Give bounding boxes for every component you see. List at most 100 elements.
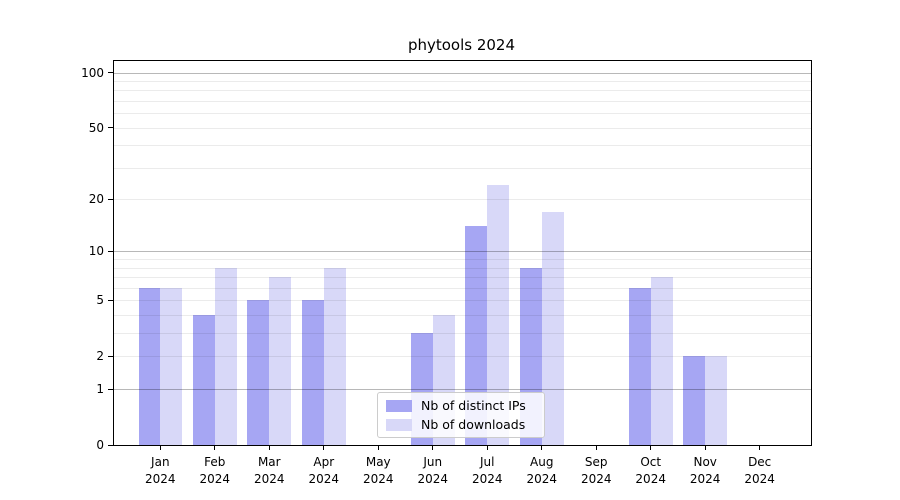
gridline-minor-3 [114, 333, 811, 335]
gridline-minor-2 [114, 356, 811, 358]
x-tick-month-feb: Feb [204, 455, 226, 469]
bar-nb-of-distinct-ips-feb [192, 315, 215, 445]
x-tick-month-may: May [365, 455, 391, 469]
gridline-minor-50 [114, 127, 811, 129]
x-tick-label-jun: Jun 2024 [401, 454, 465, 488]
bar-nb-of-downloads-jan [160, 287, 183, 445]
legend-label-downloads: Nb of downloads [421, 417, 526, 432]
bar-nb-of-downloads-aug [541, 211, 564, 445]
y-tick-label-1: 1 [96, 382, 104, 397]
gridline-minor-40 [114, 145, 811, 147]
gridline-major-100 [114, 72, 811, 74]
x-tick-month-nov: Nov [693, 455, 717, 469]
y-tick-label-5: 5 [96, 293, 104, 308]
legend-item-distinct-ips: Nb of distinct IPs [386, 398, 536, 413]
y-tick-label-0: 0 [96, 438, 104, 452]
gridline-major-10 [114, 251, 811, 253]
legend-swatch-downloads [386, 418, 412, 431]
y-tick-label-20: 20 [88, 192, 104, 207]
x-tick-month-jan: Jan [151, 455, 170, 469]
gridline-minor-80 [114, 90, 811, 92]
gridline-minor-70 [114, 101, 811, 102]
x-tick-year-dec: 2024 [744, 472, 775, 486]
gridline-minor-4 [114, 315, 811, 317]
x-tick-month-dec: Dec [748, 455, 772, 469]
legend: Nb of distinct IPs Nb of downloads [377, 392, 545, 438]
x-tick-year-jan: 2024 [145, 472, 176, 486]
x-tick-label-nov: Nov 2024 [673, 454, 737, 488]
y-tick-label-10: 10 [88, 244, 104, 259]
x-tick-aug [541, 445, 543, 450]
x-tick-mar [268, 445, 270, 450]
gridline-minor-60 [114, 113, 811, 115]
bar-nb-of-downloads-nov [705, 356, 727, 445]
y-tick-0 [108, 444, 113, 446]
y-tick-label-2: 2 [96, 349, 104, 364]
x-tick-label-jul: Jul 2024 [455, 454, 519, 488]
legend-swatch-distinct-ips [386, 399, 412, 412]
x-tick-label-aug: Aug 2024 [510, 454, 574, 488]
x-tick-year-apr: 2024 [308, 472, 340, 486]
x-tick-label-sep: Sep 2024 [564, 454, 628, 488]
bar-nb-of-downloads-apr [323, 267, 346, 445]
x-tick-may [377, 445, 379, 450]
x-tick-year-aug: 2024 [526, 472, 557, 486]
x-tick-year-oct: 2024 [635, 472, 666, 486]
x-tick-month-mar: Mar [257, 455, 281, 469]
y-tick-100 [108, 72, 113, 74]
x-tick-year-mar: 2024 [253, 472, 285, 486]
x-tick-oct [650, 445, 652, 450]
plot-area: 0 1 2 5 10 20 50 100 Jan 2024 Feb 2024 Mar 2024 Apr 202… [81, 60, 812, 486]
x-tick-label-jan: Jan 2024 [128, 454, 192, 488]
x-tick-nov [704, 445, 706, 450]
bar-nb-of-downloads-mar [269, 277, 292, 445]
x-tick-jan [159, 445, 161, 450]
gridline-minor-8 [114, 267, 811, 269]
gridline-minor-6 [114, 287, 811, 289]
x-tick-month-jul: Jul [479, 455, 495, 469]
x-tick-year-may: 2024 [362, 472, 394, 486]
gridline-minor-5 [114, 300, 811, 302]
gridline-minor-30 [114, 167, 811, 169]
y-tick-label-50: 50 [88, 120, 104, 135]
x-tick-month-apr: Apr [313, 455, 335, 469]
legend-item-downloads: Nb of downloads [386, 417, 536, 432]
x-tick-jun [432, 445, 434, 450]
gridline-minor-20 [114, 199, 811, 201]
x-tick-label-apr: Apr 2024 [292, 454, 356, 488]
bar-nb-of-distinct-ips-jul [465, 226, 488, 445]
gridline-minor-90 [114, 80, 811, 82]
x-tick-label-mar: Mar 2024 [237, 454, 301, 488]
x-tick-feb [214, 445, 216, 450]
chart-title: phytools 2024 [407, 36, 516, 54]
x-tick-month-aug: Aug [530, 455, 554, 469]
x-tick-year-feb: 2024 [199, 472, 231, 486]
x-tick-year-sep: 2024 [580, 472, 612, 486]
y-tick-label-100: 100 [81, 65, 104, 80]
x-tick-label-oct: Oct 2024 [619, 454, 683, 488]
x-tick-year-jun: 2024 [417, 472, 449, 486]
x-tick-label-feb: Feb 2024 [183, 454, 247, 488]
x-tick-month-oct: Oct [640, 455, 662, 469]
x-tick-month-sep: Sep [584, 455, 608, 469]
bar-nb-of-distinct-ips-nov [683, 356, 706, 445]
x-tick-jul [486, 445, 488, 450]
x-tick-dec [759, 445, 761, 450]
legend-label-distinct-ips: Nb of distinct IPs [421, 398, 526, 413]
y-tick-20 [108, 198, 113, 200]
bar-nb-of-downloads-feb [214, 267, 237, 445]
x-tick-month-jun: Jun [423, 455, 443, 469]
bar-nb-of-distinct-ips-oct [628, 287, 651, 445]
y-tick-50 [108, 127, 113, 129]
bar-nb-of-distinct-ips-jan [138, 287, 161, 445]
gridline-minor-7 [114, 277, 811, 279]
x-tick-apr [323, 445, 325, 450]
x-tick-label-may: May 2024 [346, 454, 410, 488]
x-tick-label-dec: Dec 2024 [728, 454, 792, 488]
bar-nb-of-downloads-oct [650, 277, 673, 445]
gridline-major-1 [114, 389, 811, 391]
x-tick-sep [595, 445, 597, 450]
gridline-minor-9 [114, 259, 811, 261]
x-tick-year-jul: 2024 [471, 472, 503, 486]
